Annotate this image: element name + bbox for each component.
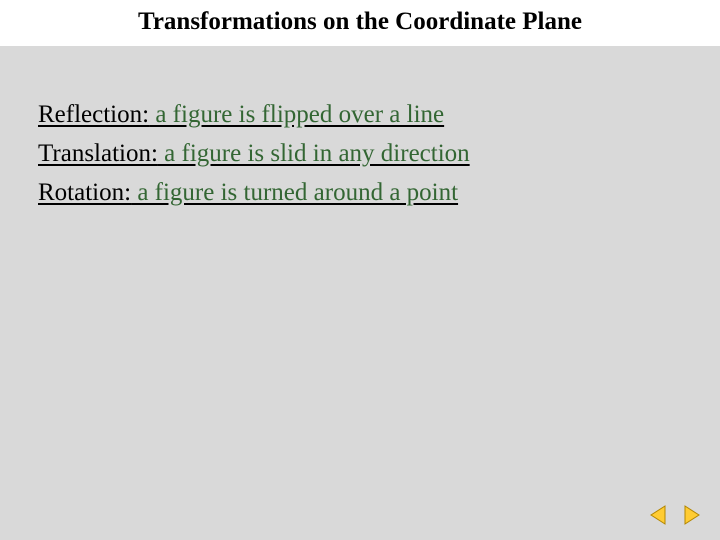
term-label: Translation: [38, 140, 158, 167]
next-button[interactable] [678, 502, 704, 528]
definition-rotation: Rotation: a figure is turned around a po… [38, 174, 682, 213]
arrow-right-icon [679, 503, 703, 527]
arrow-left-icon [647, 503, 671, 527]
prev-button[interactable] [646, 502, 672, 528]
definition-translation: Translation: a figure is slid in any dir… [38, 135, 682, 174]
term-description: a figure is turned around a point [131, 179, 458, 206]
term-label: Rotation: [38, 179, 131, 206]
term-description: a figure is slid in any direction [158, 140, 470, 167]
content-area: Reflection: a figure is flipped over a l… [0, 46, 720, 212]
nav-controls [646, 502, 704, 528]
page-title: Transformations on the Coordinate Plane [0, 8, 720, 36]
term-description: a figure is flipped over a line [149, 101, 444, 128]
definition-reflection: Reflection: a figure is flipped over a l… [38, 96, 682, 135]
title-bar: Transformations on the Coordinate Plane [0, 0, 720, 46]
term-label: Reflection: [38, 101, 149, 128]
